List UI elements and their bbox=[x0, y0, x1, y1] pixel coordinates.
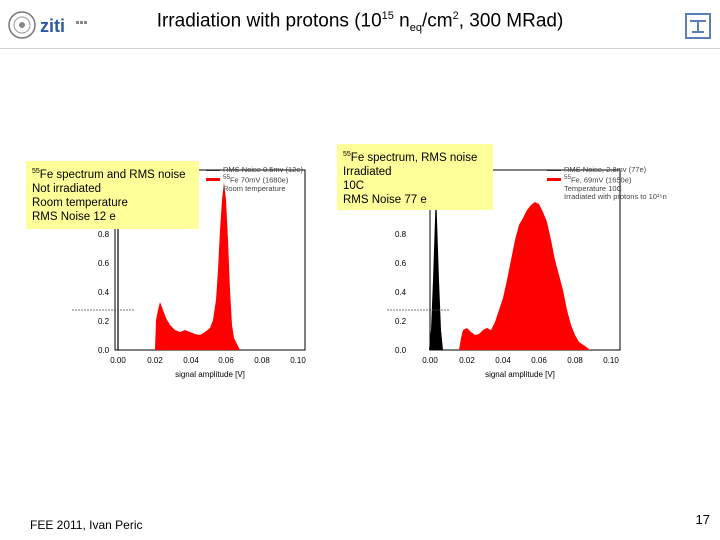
y-tick-label: 0.8 bbox=[395, 230, 407, 239]
institute-logo-icon bbox=[685, 13, 711, 39]
left-fe-spectrum bbox=[155, 182, 240, 350]
y-tick-label: 0.4 bbox=[395, 288, 407, 297]
left-legend: RMS Noise 0.5mv (12e) 55Fe 70mV (1680e) … bbox=[206, 166, 303, 193]
y-tick-label: 0.6 bbox=[98, 259, 110, 268]
ziti-logo: ziti bbox=[8, 11, 87, 39]
right-noise-peak bbox=[429, 190, 443, 350]
x-tick-label: 0.04 bbox=[183, 356, 199, 365]
left-x-axis: 0.00 0.02 0.04 0.06 0.08 0.10 signal amp… bbox=[110, 356, 306, 379]
left-spectrum-plot: 0.0 0.2 0.4 0.6 0.8 0.00 0.02 0.04 0.06 … bbox=[60, 160, 320, 385]
x-tick-label: 0.00 bbox=[110, 356, 126, 365]
y-tick-label: 0.4 bbox=[98, 288, 110, 297]
y-tick-label: 0.2 bbox=[98, 317, 110, 326]
right-legend: RMS Noise, 2.8mv (77e) 55Fe, 69mV (1650e… bbox=[547, 166, 667, 201]
right-x-axis: 0.00 0.02 0.04 0.06 0.08 0.10 signal amp… bbox=[422, 356, 619, 379]
svg-text:ziti: ziti bbox=[40, 16, 65, 36]
right-plot-svg: 0.0 0.2 0.4 0.6 0.8 0.00 0.02 0.04 0.06 … bbox=[387, 169, 621, 379]
slide-title: Irradiation with protons (1015 neq/cm2, … bbox=[156, 10, 564, 35]
footer-text: FEE 2011, Ivan Peric bbox=[30, 518, 143, 532]
page-number: 17 bbox=[695, 512, 710, 527]
y-tick-label: 0.8 bbox=[98, 230, 110, 239]
header-divider bbox=[0, 48, 720, 49]
y-tick-label: 0.0 bbox=[395, 346, 407, 355]
x-tick-label: 0.08 bbox=[254, 356, 270, 365]
right-y-axis: 0.0 0.2 0.4 0.6 0.8 bbox=[395, 230, 407, 355]
x-tick-label: 0.06 bbox=[531, 356, 547, 365]
y-tick-label: 0.6 bbox=[395, 259, 407, 268]
x-tick-label: 0.10 bbox=[290, 356, 306, 365]
left-y-axis: 0.0 0.2 0.4 0.6 0.8 bbox=[98, 230, 110, 355]
right-spectrum-plot: 0.0 0.2 0.4 0.6 0.8 0.00 0.02 0.04 0.06 … bbox=[375, 160, 635, 385]
slide-header: ziti Irradiation with protons (1015 neq/… bbox=[0, 0, 720, 50]
x-tick-label: 0.10 bbox=[603, 356, 619, 365]
x-tick-label: 0.02 bbox=[147, 356, 163, 365]
x-tick-label: 0.08 bbox=[567, 356, 583, 365]
left-annotation-box: 55Fe spectrum and RMS noise Not irradiat… bbox=[26, 161, 199, 229]
right-annotation-box: 55Fe spectrum, RMS noise Irradiated 10C … bbox=[337, 144, 493, 210]
y-tick-label: 0.0 bbox=[98, 346, 110, 355]
x-tick-label: 0.00 bbox=[422, 356, 438, 365]
x-axis-label: signal amplitude [V] bbox=[175, 370, 245, 379]
x-tick-label: 0.04 bbox=[495, 356, 511, 365]
y-tick-label: 0.2 bbox=[395, 317, 407, 326]
left-plot-svg: 0.0 0.2 0.4 0.6 0.8 0.00 0.02 0.04 0.06 … bbox=[72, 169, 306, 379]
right-fe-spectrum bbox=[459, 202, 590, 350]
x-tick-label: 0.06 bbox=[218, 356, 234, 365]
x-axis-label: signal amplitude [V] bbox=[485, 370, 555, 379]
x-tick-label: 0.02 bbox=[459, 356, 475, 365]
